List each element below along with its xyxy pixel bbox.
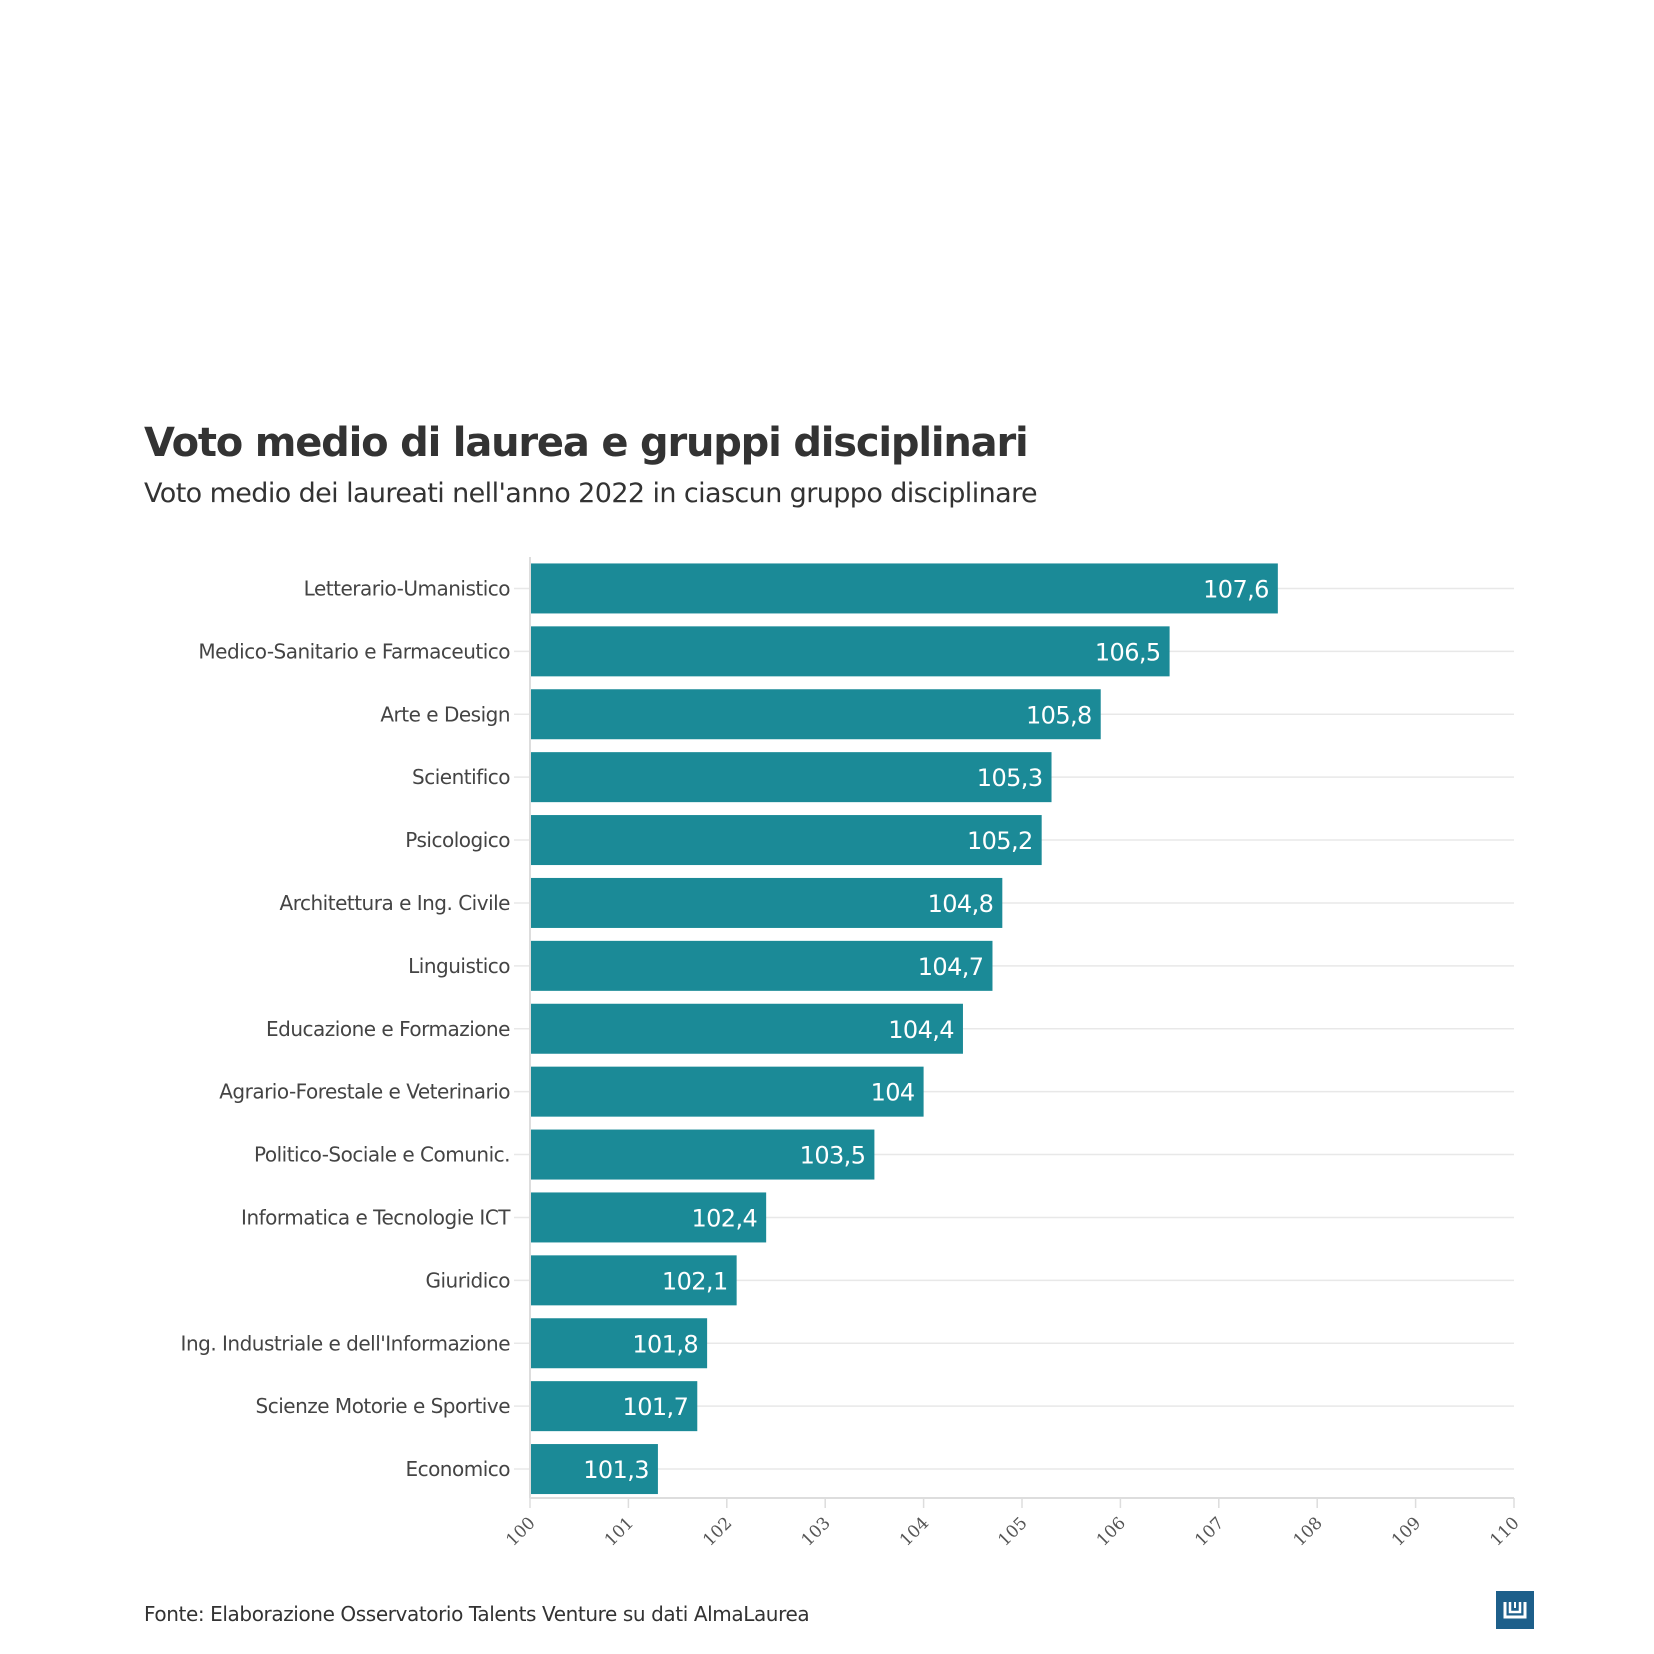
bar[interactable] bbox=[530, 940, 993, 991]
value-label: 105,3 bbox=[977, 764, 1043, 792]
value-label: 101,7 bbox=[623, 1393, 689, 1421]
bar[interactable] bbox=[530, 626, 1170, 677]
chart-title: Voto medio di laurea e gruppi disciplina… bbox=[144, 420, 1029, 466]
bars bbox=[530, 563, 1278, 1495]
x-tick-label: 109 bbox=[1388, 1513, 1425, 1550]
category-label: Agrario-Forestale e Veterinario bbox=[219, 1080, 510, 1104]
value-label: 107,6 bbox=[1203, 575, 1269, 603]
value-label: 102,1 bbox=[662, 1267, 728, 1295]
category-label: Architettura e Ing. Civile bbox=[280, 891, 511, 915]
category-label: Arte e Design bbox=[380, 702, 510, 726]
x-tick-label: 110 bbox=[1486, 1513, 1523, 1550]
category-label: Ing. Industriale e dell'Informazione bbox=[181, 1331, 511, 1355]
category-labels: Letterario-Umanistico Medico-Sanitario e … bbox=[181, 576, 512, 1481]
bar[interactable] bbox=[530, 563, 1278, 614]
bar[interactable] bbox=[530, 1192, 767, 1243]
category-label: Medico-Sanitario e Farmaceutico bbox=[198, 639, 510, 663]
bar[interactable] bbox=[530, 689, 1101, 740]
bar[interactable] bbox=[530, 1381, 698, 1432]
value-label: 104,8 bbox=[928, 890, 994, 918]
bar[interactable] bbox=[530, 1444, 658, 1495]
category-label: Letterario-Umanistico bbox=[304, 576, 511, 600]
value-label: 104,7 bbox=[918, 953, 984, 981]
category-label: Scienze Motorie e Sportive bbox=[256, 1394, 511, 1418]
x-tick-label: 107 bbox=[1191, 1513, 1228, 1550]
x-tick-label: 100 bbox=[502, 1513, 539, 1550]
category-label: Economico bbox=[405, 1457, 510, 1481]
value-label: 105,8 bbox=[1026, 701, 1092, 729]
value-label: 102,4 bbox=[691, 1204, 757, 1232]
value-label: 106,5 bbox=[1095, 638, 1161, 666]
x-tick-label: 104 bbox=[896, 1513, 933, 1550]
category-label: Giuridico bbox=[426, 1268, 511, 1292]
category-label: Scientifico bbox=[412, 765, 510, 789]
bar[interactable] bbox=[530, 1066, 924, 1117]
logo-glyph-icon bbox=[1503, 1602, 1527, 1619]
category-label: Informatica e Tecnologie ICT bbox=[241, 1205, 511, 1229]
value-label: 101,3 bbox=[583, 1456, 649, 1484]
bar[interactable] bbox=[530, 1129, 875, 1180]
value-label: 103,5 bbox=[800, 1142, 866, 1170]
bar[interactable] bbox=[530, 815, 1042, 866]
category-label: Linguistico bbox=[408, 954, 510, 978]
value-label: 104,4 bbox=[888, 1016, 954, 1044]
x-tick-label: 103 bbox=[798, 1513, 835, 1550]
value-label: 104 bbox=[871, 1079, 915, 1107]
x-tick-label: 105 bbox=[994, 1513, 1031, 1550]
value-label: 101,8 bbox=[632, 1330, 698, 1358]
value-labels: 107,6 106,5 105,8 105,3 105,2 104,8 104,7 104,4… bbox=[583, 575, 1269, 1484]
category-label: Politico-Sociale e Comunic. bbox=[254, 1143, 510, 1167]
bar[interactable] bbox=[530, 877, 1003, 928]
bar[interactable] bbox=[530, 1003, 963, 1054]
x-tick-label: 101 bbox=[601, 1513, 638, 1550]
bar[interactable] bbox=[530, 752, 1052, 803]
source-note: Fonte: Elaborazione Osservatorio Talents… bbox=[144, 1602, 810, 1626]
category-label: Psicologico bbox=[405, 828, 510, 852]
bar[interactable] bbox=[530, 1318, 708, 1369]
x-tick-label: 106 bbox=[1093, 1513, 1130, 1550]
x-tick-label: 102 bbox=[699, 1513, 736, 1550]
datawrapper-logo-icon[interactable] bbox=[1496, 1591, 1534, 1629]
category-label: Educazione e Formazione bbox=[266, 1017, 510, 1041]
x-tick-label: 108 bbox=[1290, 1513, 1327, 1550]
value-label: 105,2 bbox=[967, 827, 1033, 855]
chart-subtitle: Voto medio dei laureati nell'anno 2022 i… bbox=[144, 478, 1038, 509]
bar[interactable] bbox=[530, 1255, 737, 1306]
